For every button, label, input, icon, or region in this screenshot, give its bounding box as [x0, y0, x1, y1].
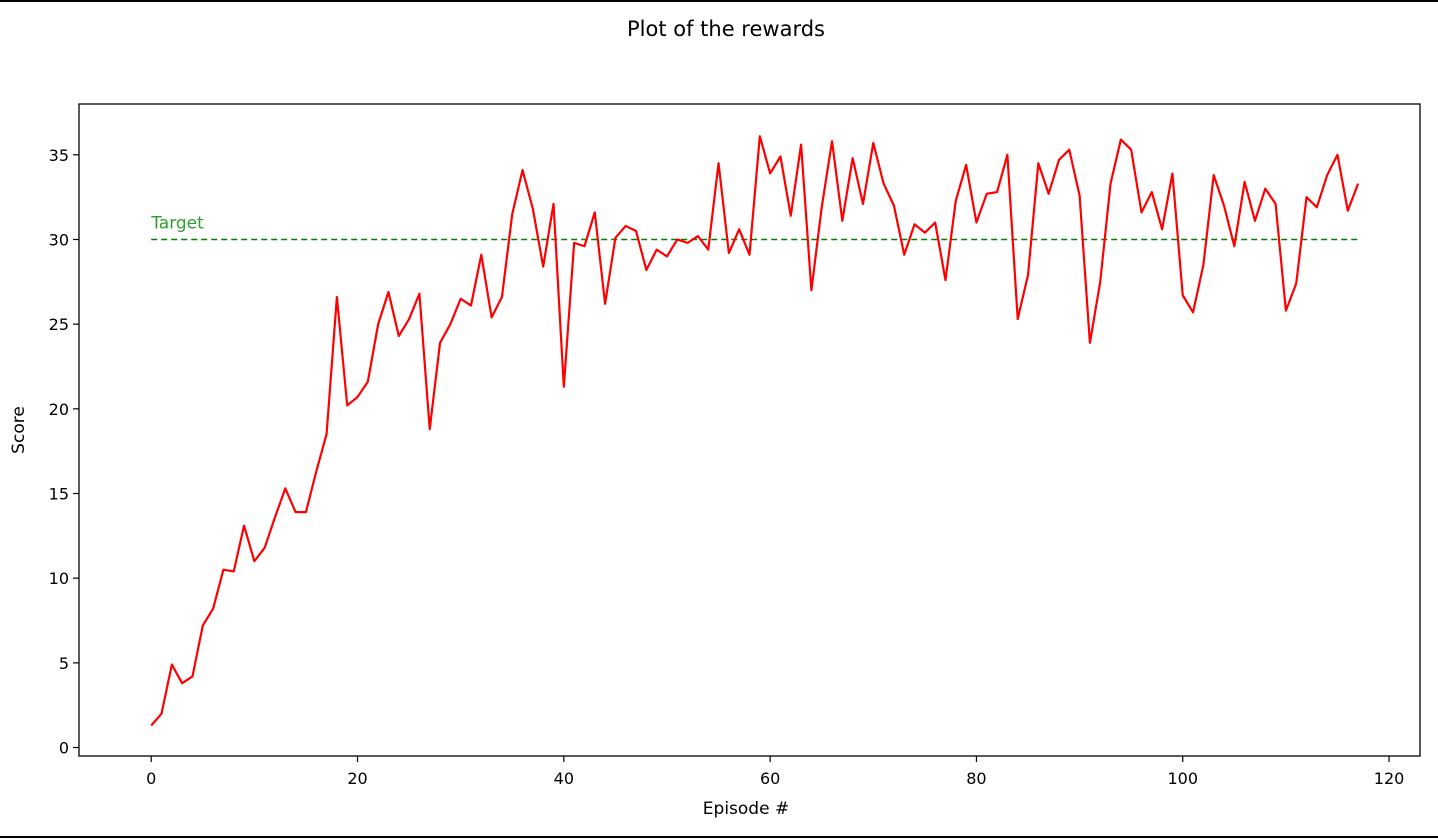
y-tick-label: 5: [59, 654, 69, 673]
x-tick-label: 40: [554, 769, 574, 788]
y-axis-label: Score: [9, 406, 29, 454]
y-tick-label: 20: [49, 400, 69, 419]
x-tick-label: 100: [1167, 769, 1198, 788]
y-tick-label: 15: [49, 485, 69, 504]
x-tick-label: 0: [146, 769, 156, 788]
x-tick-label: 120: [1374, 769, 1405, 788]
y-tick-label: 25: [49, 315, 69, 334]
y-tick-label: 35: [49, 146, 69, 165]
x-tick-label: 20: [347, 769, 367, 788]
target-annotation: Target: [150, 214, 204, 234]
y-tick-label: 10: [49, 569, 69, 588]
y-tick-label: 0: [59, 739, 69, 758]
y-tick-label: 30: [49, 230, 69, 249]
series-layer: [150, 135, 1360, 727]
x-tick-label: 60: [760, 769, 780, 788]
y-axis: 0 5 10 15 20 25 30 35: [49, 146, 79, 758]
x-tick-label: 80: [966, 769, 986, 788]
x-axis: 0 20 40 60 80 100 120: [146, 756, 1404, 788]
chart-title: Plot of the rewards: [627, 17, 825, 41]
plot-area: [78, 103, 1421, 757]
x-axis-label: Episode #: [703, 799, 789, 819]
reward-line: [150, 135, 1360, 727]
